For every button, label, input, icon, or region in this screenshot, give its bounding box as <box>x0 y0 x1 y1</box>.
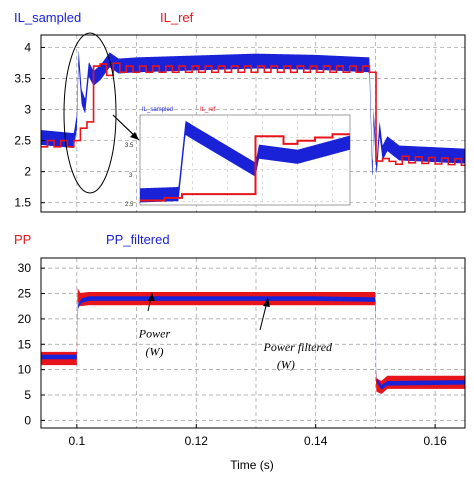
inset-chart: IL_sampled IL_ref 3.5 3 2.5 <box>125 107 351 208</box>
annotation-2: Power filtered <box>263 340 334 354</box>
inset-ytick-3-5: 3.5 <box>125 143 134 149</box>
inset-ytick-3: 3 <box>129 173 133 179</box>
bottom-plot-frame <box>40 257 466 429</box>
bottom-xtick: 0.16 <box>423 434 447 448</box>
annotation-0: Power <box>138 327 171 341</box>
legend-pp-filtered: PP_filtered <box>106 232 170 247</box>
x-axis-label: Time (s) <box>230 458 274 472</box>
bottom-ytick: 10 <box>18 363 32 377</box>
top-ytick: 1.5 <box>14 196 31 210</box>
inset-legend-il-sampled: IL_sampled <box>142 107 173 113</box>
top-y-ticks: 1.5 2 2.5 3 3.5 4 <box>14 40 45 210</box>
bottom-ytick: 20 <box>18 312 32 326</box>
top-ytick: 2 <box>24 165 31 179</box>
bottom-ytick: 25 <box>18 287 32 301</box>
inset-series <box>140 120 350 203</box>
top-ytick: 2.5 <box>14 134 31 148</box>
bottom-ytick: 15 <box>18 337 32 351</box>
inset-ytick-2-5: 2.5 <box>125 202 134 208</box>
bottom-ytick: 0 <box>24 413 31 427</box>
bottom-y-ticks: 0 5 10 15 20 25 30 <box>18 261 45 427</box>
bottom-xtick: 0.12 <box>185 434 209 448</box>
power-pointer-head <box>148 293 155 301</box>
bottom-xtick: 0.1 <box>68 434 85 448</box>
bottom-ytick: 5 <box>24 388 31 402</box>
bottom-series <box>41 288 465 394</box>
bottom-plot-area <box>41 258 465 428</box>
zoom-arrow-head <box>130 132 139 140</box>
top-plot-frame <box>40 34 466 213</box>
annotation-3: (W) <box>277 358 295 372</box>
inset-il-ref-line <box>140 133 350 202</box>
bottom-chart: 0 5 10 15 20 25 30 0.1 0.12 0.14 0.16 PP PP_filte… <box>14 232 466 472</box>
bottom-annotations: Power (W) Power filtered (W) <box>138 327 333 372</box>
annotation-1: (W) <box>145 344 163 358</box>
zoom-ellipse <box>63 32 117 194</box>
inset-legend-il-ref: IL_ref <box>200 107 216 113</box>
top-ytick: 4 <box>24 40 31 54</box>
legend-il-sampled: IL_sampled <box>14 10 81 25</box>
power-filtered-pointer-head <box>263 298 270 307</box>
top-ytick: 3 <box>24 103 31 117</box>
il-ref-line <box>41 62 465 167</box>
bottom-ytick: 30 <box>18 261 32 275</box>
bottom-xtick: 0.14 <box>304 434 328 448</box>
legend-il-ref: IL_ref <box>160 10 194 25</box>
bottom-x-ticks: 0.1 0.12 0.14 0.16 <box>68 424 447 448</box>
inset-il-sampled-band <box>140 120 350 203</box>
legend-pp: PP <box>14 232 31 247</box>
top-series <box>41 50 465 176</box>
top-ytick: 3.5 <box>14 71 31 85</box>
top-chart: 1.5 2 2.5 3 3.5 4 IL_sampled IL_ref IL_sample… <box>14 10 466 213</box>
